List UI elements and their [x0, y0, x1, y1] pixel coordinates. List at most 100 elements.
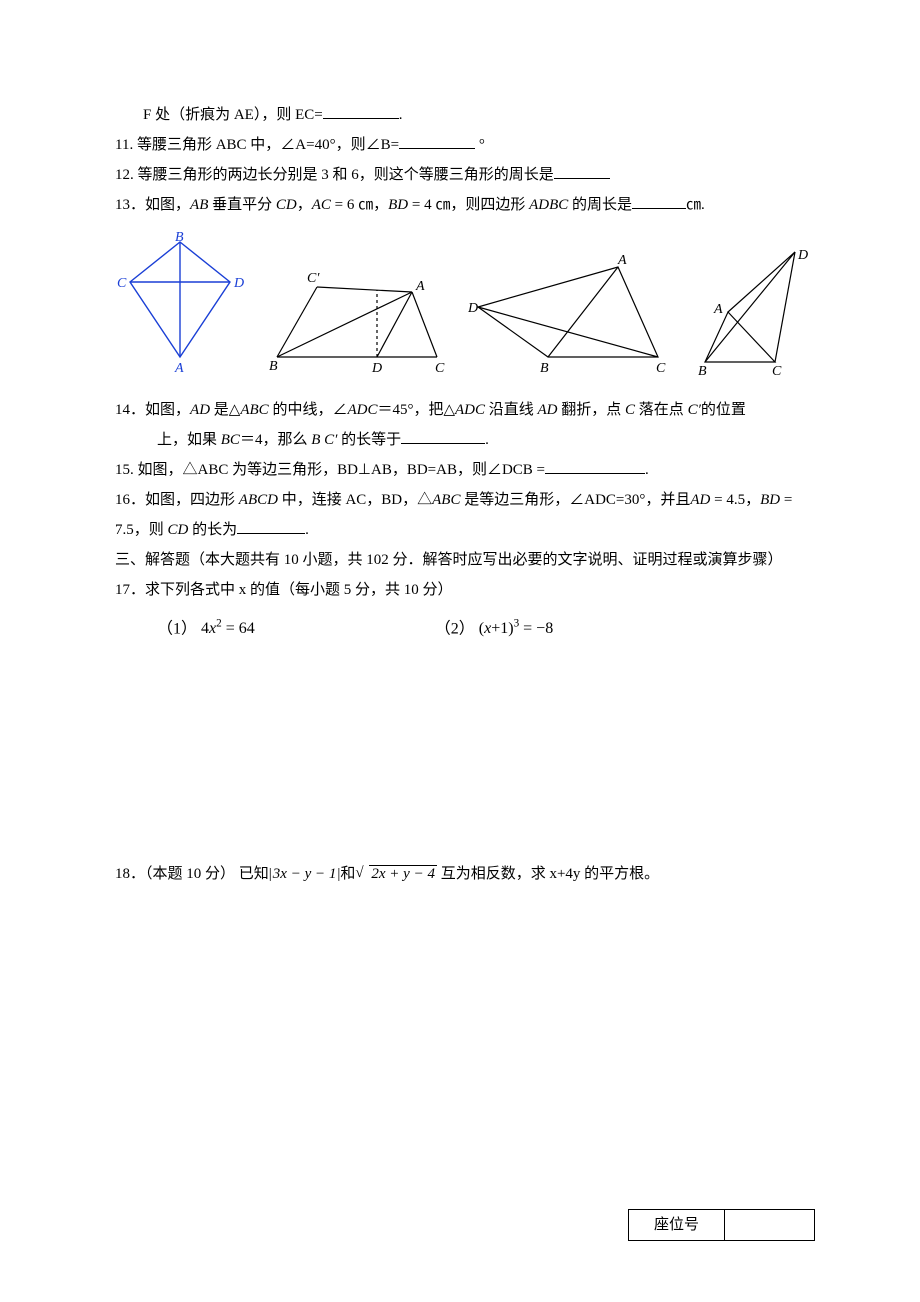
fig4-label-a: A: [713, 302, 723, 317]
q11-body-b: °: [479, 137, 485, 153]
fig4-label-d: D: [797, 248, 808, 263]
q16-l2b: 的长为: [188, 522, 237, 538]
q14-num: 14．: [115, 402, 145, 418]
q16-blank[interactable]: [237, 517, 305, 535]
q16-line1: 16．如图，四边形 ABCD 中，连接 AC，BD，△ABC 是等边三角形，∠A…: [115, 485, 815, 545]
q10-prefix: F 处（折痕为 AE），则 EC=: [143, 107, 323, 123]
q14-ad2: AD: [538, 402, 558, 418]
q15-tail: .: [645, 462, 649, 478]
q10-blank[interactable]: [323, 102, 399, 120]
fig3-label-d: D: [468, 301, 478, 316]
q12-num: 12.: [115, 167, 134, 183]
q13-c1: ，: [297, 197, 312, 213]
seat-number-box: 座位号: [628, 1209, 815, 1241]
spacer-1: [115, 659, 815, 859]
q13-bd: BD: [388, 197, 408, 213]
q15-body: 如图，△ABC 为等边三角形，BD⊥AB，BD=AB，则∠DCB =: [134, 462, 545, 478]
q16-num: 16．: [115, 492, 145, 508]
q14-adc2: ADC: [455, 402, 485, 418]
seat-label: 座位号: [629, 1210, 725, 1240]
q15-blank[interactable]: [545, 457, 645, 475]
q14-l2b: ＝4，那么: [240, 432, 311, 448]
q12-blank[interactable]: [554, 162, 610, 180]
q14-e: 沿直线: [485, 402, 538, 418]
q14-bc: BC: [221, 432, 240, 448]
q13-adbc: ADBC: [529, 197, 568, 213]
q17-eq1-label: （1）: [157, 620, 197, 637]
q14-f: 翻折，点: [558, 402, 626, 418]
q14-b: 是: [210, 402, 229, 418]
q16-eqad: = 4.5，: [710, 492, 760, 508]
fig4-label-b: B: [698, 364, 707, 377]
figure-4-triangle: B C A D: [690, 247, 815, 377]
q17-num: 17．: [115, 582, 145, 598]
q17-equations: （1） 4x2 = 64 （2） (x+1)3 = −8: [115, 613, 815, 645]
fig1-label-a: A: [174, 361, 184, 376]
q14-h: 的位置: [701, 402, 746, 418]
q17-eq2-label: （2）: [435, 620, 475, 637]
q17-eq1: （1） 4x2 = 64: [157, 613, 255, 645]
q13-mid: 垂直平分: [208, 197, 276, 213]
q17-eq2: （2） (x+1)3 = −8: [435, 613, 553, 645]
q12-line: 12. 等腰三角形的两边长分别是 3 和 6，则这个等腰三角形的周长是: [115, 160, 815, 190]
seat-value[interactable]: [725, 1210, 814, 1240]
q15-line: 15. 如图，△ABC 为等边三角形，BD⊥AB，BD=AB，则∠DCB =.: [115, 455, 815, 485]
q13-unit: ㎝.: [686, 197, 705, 213]
q14-adc: ADC: [347, 402, 377, 418]
q13-ab: AB: [190, 197, 208, 213]
q12-body: 等腰三角形的两边长分别是 3 和 6，则这个等腰三角形的周长是: [138, 167, 554, 183]
fig2-label-c: C: [435, 361, 445, 376]
q16-b: 中，连接 AC，BD，△: [278, 492, 432, 508]
q14-d: ＝45°，把: [377, 402, 443, 418]
section3-label: 三、解答题（本大题共有 10 小题，共 102 分．解答时应写出必要的文字说明、…: [115, 552, 783, 568]
q18-abs: 3x − y − 1: [272, 866, 338, 882]
fig3-label-a: A: [617, 253, 627, 268]
q13-a: 如图，: [145, 197, 190, 213]
q14-ad: AD: [190, 402, 210, 418]
q14-blank[interactable]: [401, 427, 485, 445]
q10-line: F 处（折痕为 AE），则 EC=.: [115, 100, 815, 130]
q14-tail: .: [485, 432, 489, 448]
fig1-label-b: B: [175, 232, 184, 245]
q18-line: 18．（本题 10 分） 已知|3x − y − 1|和2x + y − 4 互…: [115, 859, 815, 889]
q16-abc: ABC: [432, 492, 460, 508]
q14-l2a: 上，如果: [157, 432, 221, 448]
q14-l2c: 的长等于: [337, 432, 401, 448]
q14-tri1: △: [229, 402, 241, 418]
fig3-label-b: B: [540, 361, 549, 376]
q18-a: （本题 10 分） 已知: [145, 866, 269, 882]
fig2-label-cp: C′: [307, 271, 320, 286]
exam-page: F 处（折痕为 AE），则 EC=. 11. 等腰三角形 ABC 中，∠A=40…: [0, 0, 920, 1281]
fig2-label-b: B: [269, 359, 278, 374]
q16-c: 是等边三角形，∠ADC=30°，并且: [460, 492, 690, 508]
q18-b: 和: [340, 866, 355, 882]
q16-tail: .: [305, 522, 309, 538]
figure-2-fold: B D C A C′: [267, 252, 452, 377]
q11-line: 11. 等腰三角形 ABC 中，∠A=40°，则∠B= °: [115, 130, 815, 160]
q16-a: 如图，四边形: [145, 492, 239, 508]
q18-c: 互为相反数，求 x+4y 的平方根。: [437, 866, 659, 882]
q16-cd: CD: [168, 522, 189, 538]
q13-eq4: = 4 ㎝，则四边形: [408, 197, 529, 213]
q16-bd: BD: [760, 492, 780, 508]
q15-num: 15.: [115, 462, 134, 478]
q14-cc: C: [625, 402, 635, 418]
q14-g: 落在点: [635, 402, 688, 418]
fig1-label-c: C: [117, 276, 127, 291]
q14-line1: 14．如图，AD 是△ABC 的中线，∠ADC＝45°，把△ADC 沿直线 AD…: [115, 395, 815, 425]
q13-blank[interactable]: [632, 192, 686, 210]
fig1-label-d: D: [233, 276, 244, 291]
q14-c: 的中线，∠: [269, 402, 348, 418]
q16-ad: AD: [690, 492, 710, 508]
q11-blank[interactable]: [399, 132, 475, 150]
q13-tail: 的周长是: [568, 197, 632, 213]
fig4-label-c: C: [772, 364, 782, 377]
q18-num: 18．: [115, 866, 145, 882]
q13-line: 13．如图，AB 垂直平分 CD，AC = 6 ㎝，BD = 4 ㎝，则四边形 …: [115, 190, 815, 220]
q18-sqrt: 2x + y − 4: [369, 865, 437, 882]
section3-heading: 三、解答题（本大题共有 10 小题，共 102 分．解答时应写出必要的文字说明、…: [115, 545, 815, 575]
q10-suffix: .: [399, 107, 403, 123]
q11-body-a: 等腰三角形 ABC 中，∠A=40°，则∠B=: [137, 137, 399, 153]
q16-abcd: ABCD: [239, 492, 278, 508]
q17-line: 17．求下列各式中 x 的值（每小题 5 分，共 10 分）: [115, 575, 815, 605]
